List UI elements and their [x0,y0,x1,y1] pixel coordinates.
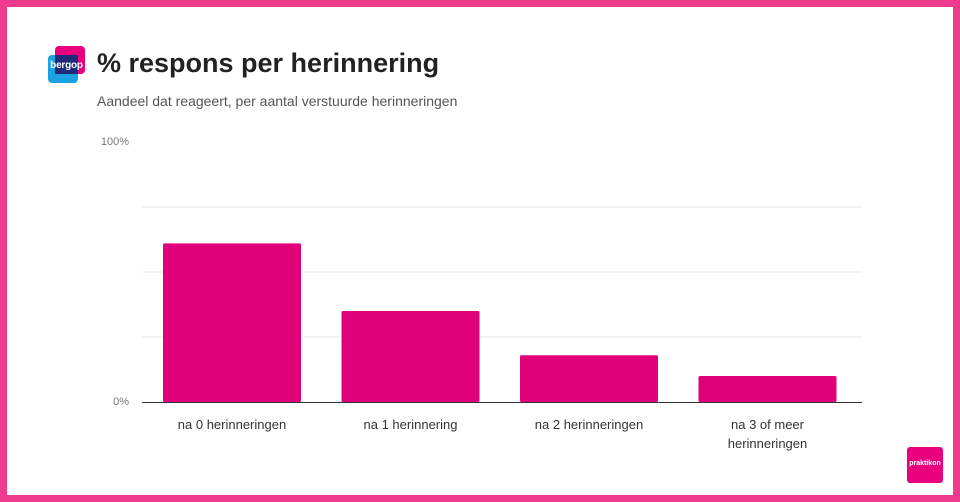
bar [520,355,658,402]
praktikon-badge: praktikon [907,447,943,483]
chart-title: % respons per herinnering [97,48,440,78]
x-tick-label: na 2 herinneringen [535,417,643,432]
bar [698,376,837,402]
bergop-logo: bergop [48,46,85,83]
y-tick-label: 100% [101,136,129,148]
badge-text: praktikon [909,460,941,467]
x-tick-label: na 0 herinneringen [178,417,286,432]
bar [163,243,301,402]
logo-text: bergop [50,60,83,71]
y-tick-label: 0% [113,396,129,408]
x-tick-label: na 3 of meer herinneringen [728,417,808,451]
bar [341,311,480,402]
x-tick-label: na 1 herinnering [364,417,458,432]
chart-subtitle: Aandeel dat reageert, per aantal verstuu… [97,93,458,109]
